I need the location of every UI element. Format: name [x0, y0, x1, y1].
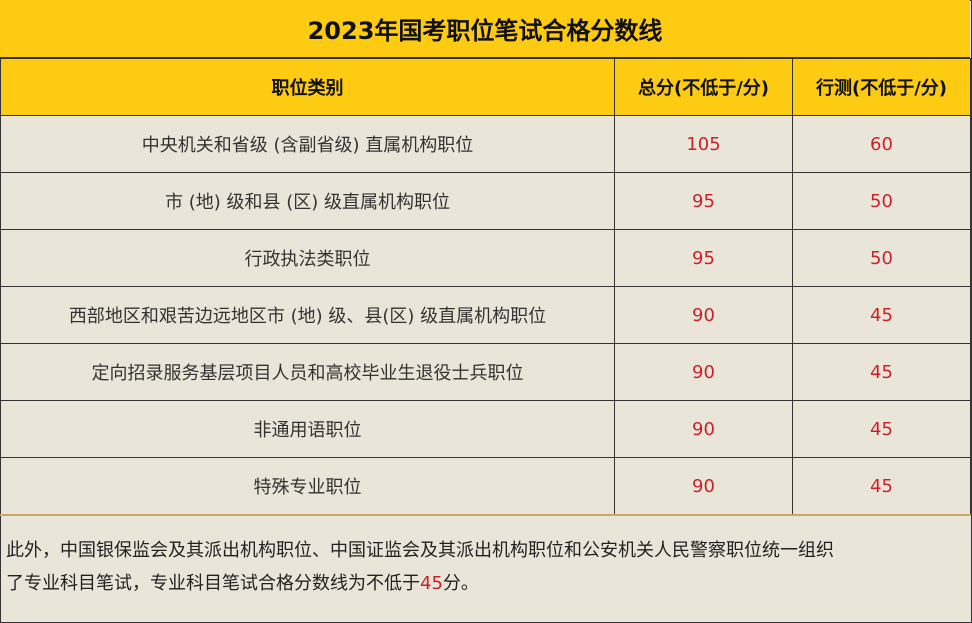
total-score-cell: 90 [614, 343, 793, 401]
category-cell: 西部地区和艰苦边远地区市 (地) 级、县(区) 级直属机构职位 [0, 286, 615, 344]
table-row: 市 (地) 级和县 (区) 级直属机构职位 95 50 [0, 172, 971, 230]
table-row: 定向招录服务基层项目人员和高校毕业生退役士兵职位 90 45 [0, 343, 971, 401]
footnote-line-2: 了专业科目笔试，专业科目笔试合格分数线为不低于45分。 [6, 567, 968, 600]
xingce-score-cell: 50 [792, 172, 971, 230]
total-score-cell: 95 [614, 229, 793, 287]
table-row: 特殊专业职位 90 45 [0, 457, 971, 516]
category-cell: 特殊专业职位 [0, 457, 615, 516]
total-score-cell: 105 [614, 115, 793, 173]
xingce-score-cell: 45 [792, 286, 971, 344]
total-score-cell: 90 [614, 286, 793, 344]
category-cell: 定向招录服务基层项目人员和高校毕业生退役士兵职位 [0, 343, 615, 401]
table-row: 西部地区和艰苦边远地区市 (地) 级、县(区) 级直属机构职位 90 45 [0, 286, 971, 344]
column-header-total: 总分(不低于/分) [614, 58, 793, 116]
xingce-score-cell: 45 [792, 343, 971, 401]
xingce-score-cell: 50 [792, 229, 971, 287]
header-row: 职位类别 总分(不低于/分) 行测(不低于/分) [0, 58, 971, 116]
column-header-category: 职位类别 [0, 58, 615, 116]
score-table: 职位类别 总分(不低于/分) 行测(不低于/分) 中央机关和省级 (含副省级) … [0, 58, 971, 516]
category-cell: 中央机关和省级 (含副省级) 直属机构职位 [0, 115, 615, 173]
total-score-cell: 95 [614, 172, 793, 230]
category-cell: 行政执法类职位 [0, 229, 615, 287]
footnote-text: 了专业科目笔试，专业科目笔试合格分数线为不低于 [6, 573, 420, 594]
total-score-cell: 90 [614, 457, 793, 516]
footnote: 此外，中国银保监会及其派出机构职位、中国证监会及其派出机构职位和公安机关人民警察… [6, 534, 968, 600]
category-cell: 非通用语职位 [0, 400, 615, 458]
table-row: 非通用语职位 90 45 [0, 400, 971, 458]
xingce-score-cell: 45 [792, 457, 971, 516]
footnote-suffix: 分。 [442, 573, 479, 594]
footnote-score: 45 [420, 573, 443, 594]
table-row: 行政执法类职位 95 50 [0, 229, 971, 287]
total-score-cell: 90 [614, 400, 793, 458]
page-title: 2023年国考职位笔试合格分数线 [0, 0, 970, 58]
xingce-score-cell: 60 [792, 115, 971, 173]
table-row: 中央机关和省级 (含副省级) 直属机构职位 105 60 [0, 115, 971, 173]
column-header-xingce: 行测(不低于/分) [792, 58, 971, 116]
category-cell: 市 (地) 级和县 (区) 级直属机构职位 [0, 172, 615, 230]
xingce-score-cell: 45 [792, 400, 971, 458]
footnote-line-1: 此外，中国银保监会及其派出机构职位、中国证监会及其派出机构职位和公安机关人民警察… [6, 540, 834, 561]
